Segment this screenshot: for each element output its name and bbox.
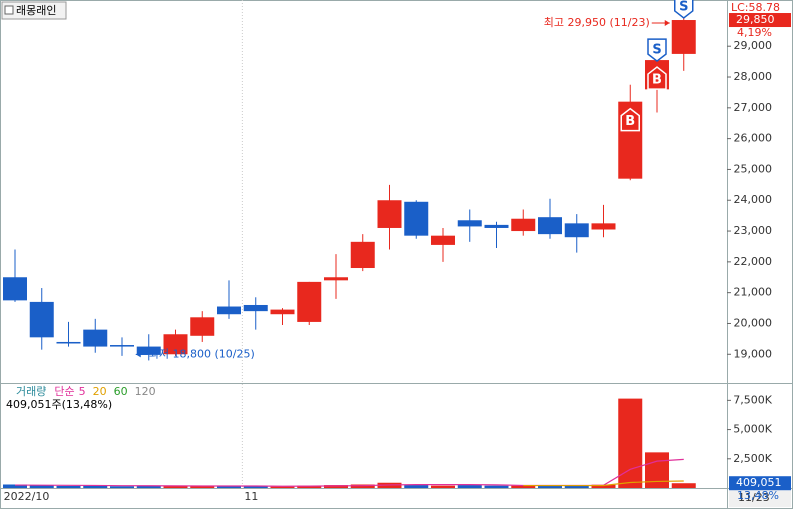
y-tick-label: 23,000 xyxy=(734,224,773,237)
y-tick-label: 5,000K xyxy=(733,423,772,436)
candle-body xyxy=(163,334,188,355)
candle-body xyxy=(404,201,429,236)
volume-bar xyxy=(645,452,669,488)
candle-body xyxy=(484,224,509,228)
y-tick-label: 29,000 xyxy=(734,39,773,52)
y-tick-label: 27,000 xyxy=(734,101,773,114)
candle-body xyxy=(110,345,134,347)
volume-bar xyxy=(29,485,54,488)
volume-bar xyxy=(431,485,455,488)
volume-bar xyxy=(3,484,27,488)
candle-body xyxy=(136,346,161,355)
ratio-label: 13,48% xyxy=(737,489,779,502)
signal-badge xyxy=(620,107,640,132)
current-x-label: 11/23 xyxy=(738,491,770,504)
volume-bar xyxy=(110,486,134,488)
y-tick-label: 22,000 xyxy=(734,255,773,268)
volume-bar xyxy=(56,485,81,488)
candle-body xyxy=(457,220,482,227)
candle-body xyxy=(564,223,589,238)
volume-bar xyxy=(243,486,268,488)
last-volume: 409,051 xyxy=(736,476,782,489)
candle-body xyxy=(431,235,455,245)
signal-badge xyxy=(674,0,694,19)
volume-bar xyxy=(163,486,188,488)
volume-bar xyxy=(457,485,482,488)
volume-bar xyxy=(618,398,643,488)
candle-body xyxy=(350,241,375,269)
volume-bar xyxy=(324,485,348,488)
volume-bar xyxy=(538,485,562,488)
last-price-box xyxy=(729,13,791,28)
candle-body xyxy=(3,277,27,301)
volume-bar xyxy=(591,484,616,488)
chart-title: 래몽래인 xyxy=(16,4,56,17)
volume-info: 409,051주(13,48%) xyxy=(6,398,112,411)
y-tick-label: 7,500K xyxy=(733,393,772,406)
candle-body xyxy=(217,306,241,315)
volume-bar xyxy=(190,486,215,488)
y-tick-label: 21,000 xyxy=(734,286,773,299)
candle-body xyxy=(56,341,81,344)
candle-body xyxy=(538,217,562,235)
legend-entry: 5 xyxy=(79,385,86,398)
current-x-box xyxy=(729,490,791,507)
candle-body xyxy=(324,277,348,281)
change-label: 4,19% xyxy=(737,26,772,39)
candle-body xyxy=(297,281,322,322)
legend-entry: 120 xyxy=(135,385,156,398)
legend-entry: 60 xyxy=(114,385,128,398)
signal-badge xyxy=(647,66,667,90)
volume-bar xyxy=(404,485,429,488)
high-label: 최고 29,950 (11/23) xyxy=(544,16,650,29)
candle-body xyxy=(243,304,268,312)
high-arrowhead xyxy=(664,19,670,26)
lc-label: LC:58.78 xyxy=(731,1,780,14)
y-tick-label: 19,000 xyxy=(734,347,773,360)
x-tick-label: 11 xyxy=(244,490,258,503)
y-tick-label: 28,000 xyxy=(734,70,773,83)
y-tick-label: 26,000 xyxy=(734,132,773,145)
signal-label: B xyxy=(625,114,635,129)
candle-body xyxy=(190,317,215,336)
last-volume-box xyxy=(729,476,791,491)
signal-label: S xyxy=(652,43,661,58)
candle-body xyxy=(511,218,536,232)
volume-bar xyxy=(136,485,161,488)
legend-title: 거래량 xyxy=(16,385,46,398)
signal-label: S xyxy=(679,0,688,14)
candle-body xyxy=(591,223,616,230)
volume-bar xyxy=(297,485,322,488)
signal-label: B xyxy=(652,73,662,88)
y-tick-label: 20,000 xyxy=(734,316,773,329)
candle-body xyxy=(270,309,295,315)
low-label: 최저 18,800 (10/25) xyxy=(149,347,255,360)
volume-bar xyxy=(270,486,295,488)
volume-bar xyxy=(484,485,509,488)
candle-body xyxy=(29,301,54,338)
volume-bar xyxy=(511,485,536,488)
title-box xyxy=(1,1,67,20)
legend-entry: 20 xyxy=(93,385,107,398)
y-tick-label: 25,000 xyxy=(734,162,773,175)
volume-bar xyxy=(564,485,589,488)
ma-line xyxy=(523,480,684,487)
candle-body xyxy=(83,329,108,347)
y-tick-label: 24,000 xyxy=(734,193,773,206)
y-tick-label: 2,500K xyxy=(733,452,772,465)
volume-bar xyxy=(83,485,108,488)
candle-body xyxy=(671,20,696,54)
candle-body xyxy=(377,200,402,228)
volume-bar xyxy=(217,485,241,488)
title-icon xyxy=(4,5,14,15)
signal-badge xyxy=(647,38,667,63)
volume-bar xyxy=(671,483,696,488)
legend-ma-title: 단순 xyxy=(54,385,74,398)
last-price: 29,850 xyxy=(736,13,775,26)
x-tick-label: 2022/10 xyxy=(4,490,50,503)
